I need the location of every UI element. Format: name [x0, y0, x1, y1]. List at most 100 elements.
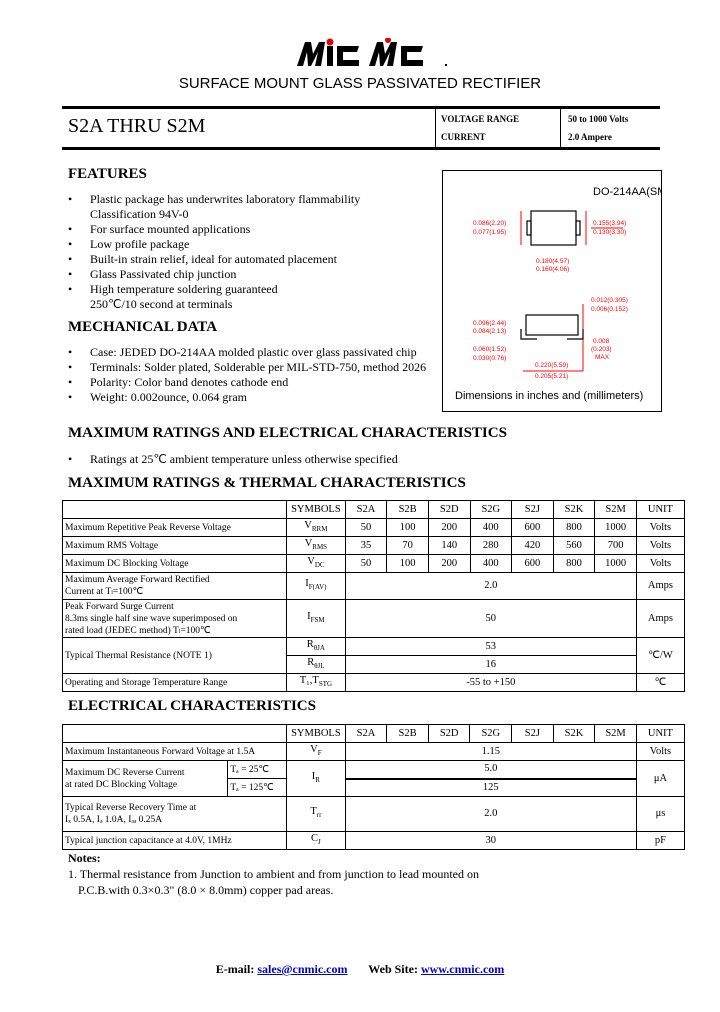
sub: θJL [314, 662, 325, 671]
symbol: IFSM [286, 599, 346, 638]
sym: V [304, 537, 313, 549]
divider [560, 109, 561, 147]
header-cell: S2G [469, 500, 513, 519]
dim-text: 0.006(0.152) [591, 306, 628, 313]
symbol: IF(AV) [286, 572, 346, 600]
header-cell: S2M [594, 724, 637, 743]
table-row: Maximum RMS Voltage VRMS 35 70 140 280 420 560 7… [61, 536, 686, 555]
value: 280 [469, 536, 513, 555]
dim-text: 0.180(4.57) [536, 258, 569, 265]
note-line: 1. Thermal resistance from Junction to a… [68, 867, 480, 881]
table-row: Typical Thermal Resistance (NOTE 1) RθJA… [61, 637, 686, 674]
header-cell: S2K [552, 724, 596, 743]
sub: rr [316, 811, 322, 820]
unit: ℃/W [635, 637, 686, 674]
footer: E-mail: sales@cnmic.com Web Site: www.cn… [0, 962, 720, 977]
voltage-label: VOLTAGE RANGE [441, 114, 520, 124]
value: -55 to +150 [344, 673, 637, 692]
desc: rated load (JEDEC method) Tₗ=100℃ [65, 625, 211, 636]
list-item: Classification 94V-0 [90, 207, 189, 221]
header-cell: S2G [469, 724, 513, 743]
value: 50 [344, 599, 637, 638]
email-link[interactable]: sales@cnmic.com [257, 962, 348, 976]
sub: F(AV) [308, 583, 327, 592]
dim-text: 0.077(1.95) [473, 229, 506, 236]
desc: 8.3ms single half sine wave superimposed… [65, 613, 238, 624]
symbol: VDC [286, 554, 346, 573]
features-list: Plastic package has underwrites laborato… [68, 192, 360, 312]
header-cell: S2J [511, 500, 554, 519]
value: 800 [552, 518, 596, 537]
condition: Tₐ = 125℃ [227, 778, 288, 797]
value: 1.15 [344, 742, 637, 761]
value: 50 [344, 554, 388, 573]
sub: J [318, 838, 321, 847]
unit: Amps [635, 572, 686, 600]
desc: Maximum Average Forward Rectified [65, 575, 210, 585]
sym: V [304, 519, 312, 531]
ratings-subheading: MAXIMUM RATINGS & THERMAL CHARACTERISTIC… [68, 475, 466, 491]
value: 100 [386, 518, 429, 537]
desc: Maximum DC Blocking Voltage [61, 554, 288, 573]
header-cell: UNIT [635, 724, 686, 743]
web-link[interactable]: www.cnmic.com [420, 962, 505, 976]
symbol: VF [286, 742, 346, 761]
symbol: CJ [286, 831, 346, 850]
value: 420 [511, 536, 554, 555]
value: 35 [344, 536, 388, 555]
dim-text: 0.008 [593, 338, 610, 345]
sub: DC [314, 561, 325, 570]
header-cell: SYMBOLS [286, 724, 346, 743]
unit: Volts [635, 518, 686, 537]
features-heading: FEATURES [68, 166, 147, 182]
value: 1000 [594, 554, 637, 573]
desc: Typical Reverse Recovery Time at [65, 803, 197, 813]
document-title: SURFACE MOUNT GLASS PASSIVATED RECTIFIER [178, 75, 542, 92]
desc: Operating and Storage Temperature Range [61, 673, 288, 692]
notes-heading: Notes: [68, 851, 101, 865]
table-header-row: SYMBOLS S2A S2B S2D S2G S2J S2K S2M UNIT [61, 500, 686, 519]
dim-text: 0.030(0.76) [473, 355, 506, 362]
email-label: E-mail: [215, 962, 255, 976]
symbol: RθJL [286, 655, 346, 674]
dim-text: 0.060(1.52) [473, 346, 506, 353]
symbol: VRMS [286, 536, 346, 555]
package-diagram: DO-214AA(SMB) 0.086(2.20) 0.077(1.95) 0.… [442, 170, 662, 412]
sym: V [310, 743, 318, 755]
sym: V [307, 555, 315, 567]
list-item: Built-in strain relief, ideal for automa… [68, 252, 360, 267]
sub: STG [318, 680, 333, 689]
dim-text: 0.155(3.94) [593, 220, 626, 227]
list-item: Case: JEDED DO-214AA molded plastic over… [68, 345, 426, 360]
table-row: Typical junction capacitance at 4.0V, 1M… [61, 831, 686, 850]
desc: Peak Forward Surge Current [65, 601, 174, 612]
value: 125 [344, 777, 637, 797]
package-name: DO-214AA(SMB) [593, 186, 661, 198]
sym: I [307, 610, 311, 622]
table-row: Maximum DC Blocking Voltage VDC 50 100 200 40… [61, 554, 686, 573]
table-row: Operating and Storage Temperature Range … [61, 673, 686, 692]
header-cell: S2M [594, 500, 637, 519]
symbol: Trr [286, 796, 346, 832]
current-value: 2.0 Ampere [568, 132, 612, 142]
sub: θJA [313, 644, 325, 653]
value: 70 [386, 536, 429, 555]
desc: Maximum Instantaneous Forward Voltage at… [61, 742, 288, 761]
list-item: High temperature soldering guaranteed [68, 282, 360, 297]
unit: ℃ [635, 673, 686, 692]
voltage-value: 50 to 1000 Volts [568, 114, 629, 124]
header-box [62, 106, 660, 150]
unit: Volts [635, 536, 686, 555]
value: 200 [427, 554, 471, 573]
sym: T [310, 806, 317, 818]
symbol: T₁,TSTG [286, 673, 346, 692]
value: 2.0 [344, 796, 637, 832]
ratings-heading: MAXIMUM RATINGS AND ELECTRICAL CHARACTER… [68, 425, 507, 441]
value: 700 [594, 536, 637, 555]
table-row: Maximum Average Forward Rectified Current… [61, 572, 686, 600]
current-label: CURRENT [441, 132, 486, 142]
desc: Current at Tₗ=100℃ [65, 587, 144, 597]
sub: F [317, 749, 322, 758]
electrical-heading: ELECTRICAL CHARACTERISTICS [68, 698, 316, 714]
dim-text: 0.205(5.21) [535, 373, 568, 380]
